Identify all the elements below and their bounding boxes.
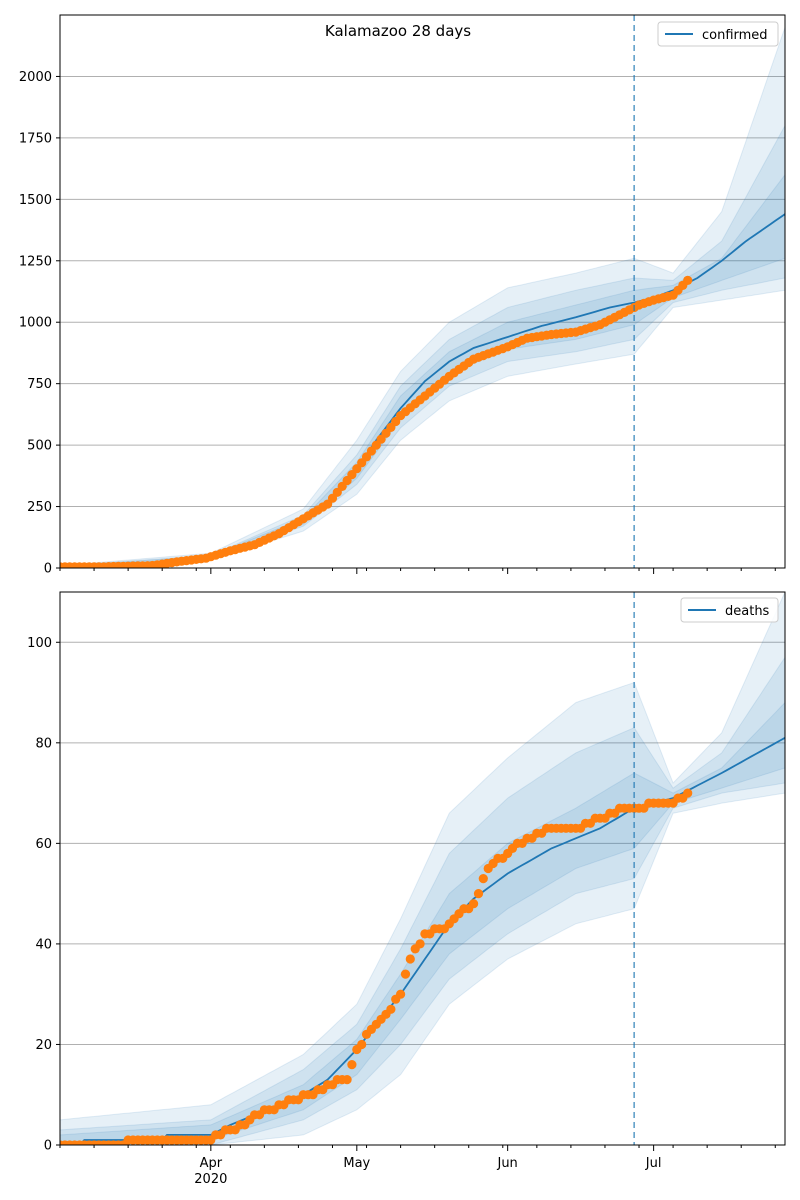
observed-point bbox=[400, 969, 411, 979]
y-tick-label: 80 bbox=[35, 736, 52, 751]
y-tick-label: 0 bbox=[44, 1139, 52, 1154]
axes-frame bbox=[59, 591, 786, 1146]
axes-frame bbox=[59, 14, 786, 569]
legend-label-deaths: deaths bbox=[725, 604, 770, 619]
observed-point bbox=[357, 1039, 367, 1050]
observed-point bbox=[683, 275, 693, 285]
legend-box bbox=[680, 597, 779, 623]
x-tick-label: Jun bbox=[496, 1156, 517, 1171]
legend-box bbox=[657, 21, 779, 47]
confirmed-panel: 0 250 500 750 1000 1250 1500 1750 2000 Kalamazoo… bbox=[19, 14, 786, 577]
y-tick-label: 0 bbox=[44, 562, 52, 577]
y-tick-label: 1000 bbox=[19, 316, 52, 331]
y-tick-label: 250 bbox=[27, 500, 52, 515]
x-tick-label: Apr bbox=[200, 1156, 223, 1171]
y-tick-label: 750 bbox=[27, 377, 52, 392]
y-tick-label: 40 bbox=[35, 937, 52, 952]
observed-point bbox=[386, 1004, 396, 1014]
observed-point bbox=[342, 1075, 352, 1085]
y-tick-label: 1250 bbox=[19, 254, 52, 269]
observed-point bbox=[469, 899, 479, 909]
chart-title: Kalamazoo 28 days bbox=[325, 22, 471, 40]
plot-layer: 0 250 500 750 1000 1250 1500 1750 2000 bbox=[19, 14, 786, 577]
observed-point bbox=[347, 1060, 357, 1070]
y-tick-label: 100 bbox=[27, 636, 52, 651]
confirmed-legend: confirmed bbox=[657, 21, 779, 47]
x-tick-label: Jul bbox=[645, 1156, 662, 1171]
series-layer bbox=[60, 27, 785, 568]
y-tick-label: 1750 bbox=[19, 131, 52, 146]
deaths-legend: deaths bbox=[680, 597, 779, 623]
confidence-band bbox=[60, 27, 785, 568]
series-layer bbox=[60, 592, 785, 1145]
y-tick-label: 2000 bbox=[19, 70, 52, 85]
x-tick-year-label: 2020 bbox=[194, 1172, 227, 1187]
observed-point bbox=[473, 889, 484, 899]
y-tick-label: 500 bbox=[27, 439, 52, 454]
observed-point bbox=[683, 788, 693, 798]
y-tick-label: 1500 bbox=[19, 193, 52, 208]
observed-point bbox=[415, 939, 425, 949]
confidence-band bbox=[60, 592, 785, 1145]
y-tick-label: 20 bbox=[35, 1038, 52, 1053]
legend-label-confirmed: confirmed bbox=[702, 28, 768, 43]
x-tick-label: May bbox=[343, 1156, 370, 1171]
observed-point bbox=[478, 874, 488, 884]
observed-point bbox=[396, 989, 406, 999]
y-tick-label: 60 bbox=[35, 837, 52, 852]
confidence-band bbox=[60, 656, 785, 1145]
observed-point bbox=[405, 954, 415, 964]
confidence-band bbox=[60, 701, 785, 1145]
